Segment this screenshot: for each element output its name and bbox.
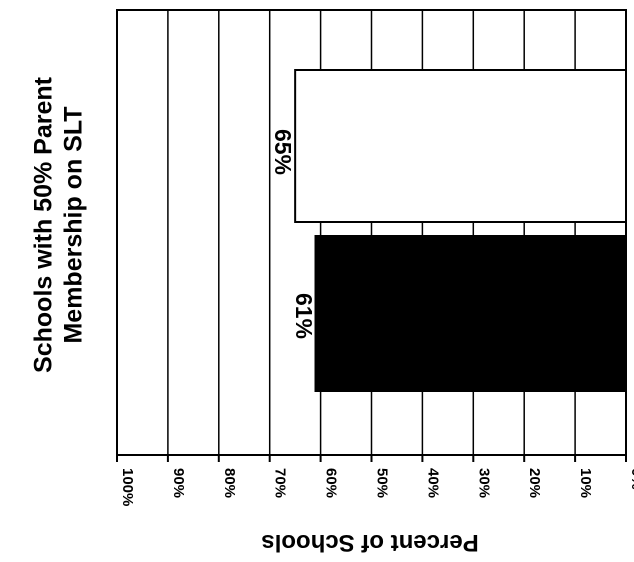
data-label: 65% [270, 129, 296, 175]
tick-label: 20% [526, 468, 543, 498]
tick-label: 90% [170, 468, 187, 498]
tick-label: 30% [475, 468, 492, 498]
tick-label: 80% [221, 468, 238, 498]
plot-group: 0% 10% 20% 30% 40% 50% 60% 70% 80% 90% 100% 65% 61% S… [30, 9, 634, 556]
chart-title-line: Membership on SLT [60, 106, 88, 343]
tick-label: 70% [272, 468, 289, 498]
chart-title: Schools with 50% ParentMembership on SLT [30, 76, 88, 373]
tick-label: 10% [577, 468, 594, 498]
tick-label: 50% [374, 468, 391, 498]
x-axis-label: Percent of Schools [261, 529, 478, 556]
bar [314, 235, 627, 392]
data-label: 61% [291, 293, 317, 339]
tick-label: 100% [119, 468, 136, 506]
bar [294, 69, 627, 223]
chart-title-line: Schools with 50% Parent [30, 76, 58, 373]
tick-label: 0% [628, 468, 634, 490]
tick-label: 40% [424, 468, 441, 498]
tick-label: 60% [323, 468, 340, 498]
